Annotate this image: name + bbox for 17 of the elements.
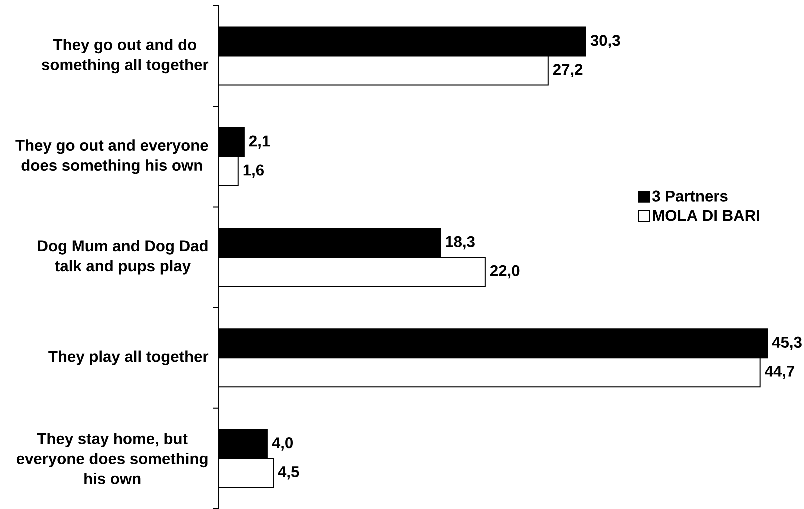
data-label: 1,6 [244,164,264,178]
y-tick-label: Dog Mum and Dog Dad talk and pups play [38,240,208,275]
legend-label: 3 Partners [652,190,728,202]
data-label: 2,1 [249,136,270,150]
y-tick-label: They play all together [48,350,209,366]
legend-label: MOLA DI BARI [653,210,760,222]
data-label: 30,3 [590,35,620,48]
data-label: 18,3 [446,236,475,250]
data-label: 22,0 [490,265,520,279]
data-label: 44,7 [765,366,795,380]
data-label: 4,5 [278,466,300,480]
y-tick-label: They go out and everyone does something his own [16,140,208,174]
data-label: 27,2 [553,64,583,78]
data-label: 4,0 [272,438,293,451]
data-label: 45,3 [772,336,802,350]
y-tick-label: They stay home, but everyone does something his own [16,432,208,484]
y-tick-label: They go out and do something all together [42,38,209,74]
